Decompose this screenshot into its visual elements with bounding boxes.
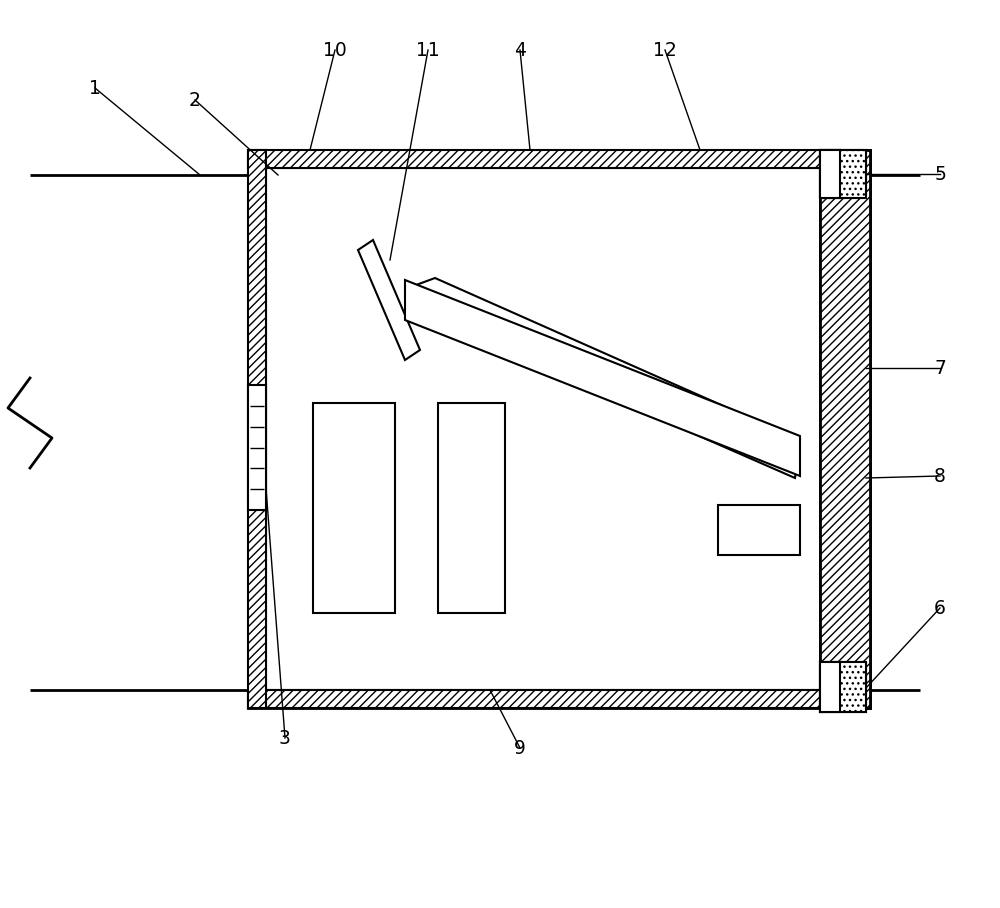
Bar [248, 690, 840, 708]
Polygon shape [408, 278, 800, 478]
Text: 12: 12 [653, 41, 677, 60]
Text: 10: 10 [323, 41, 347, 60]
Bar [248, 150, 266, 708]
Text: 1: 1 [89, 78, 101, 97]
Bar [820, 662, 866, 712]
Bar [820, 150, 840, 708]
Text: 9: 9 [514, 738, 526, 757]
Bar [248, 150, 840, 708]
Bar [313, 403, 395, 613]
Bar [820, 150, 866, 198]
Polygon shape [405, 280, 800, 476]
Text: 6: 6 [934, 598, 946, 617]
Text: 8: 8 [934, 467, 946, 486]
Bar [820, 150, 870, 708]
Bar [820, 662, 840, 712]
Text: 7: 7 [934, 359, 946, 378]
Bar [820, 150, 870, 708]
Bar [820, 150, 866, 198]
Text: 3: 3 [279, 728, 291, 747]
Bar [718, 505, 800, 555]
Polygon shape [358, 240, 420, 360]
Text: 2: 2 [189, 91, 201, 110]
Bar [248, 385, 266, 510]
Bar [438, 403, 505, 613]
Text: 5: 5 [934, 164, 946, 183]
Bar [820, 662, 866, 712]
Bar [248, 150, 840, 168]
Bar [266, 168, 822, 690]
Text: 11: 11 [416, 41, 440, 60]
Text: 4: 4 [514, 41, 526, 60]
Bar [820, 150, 840, 198]
